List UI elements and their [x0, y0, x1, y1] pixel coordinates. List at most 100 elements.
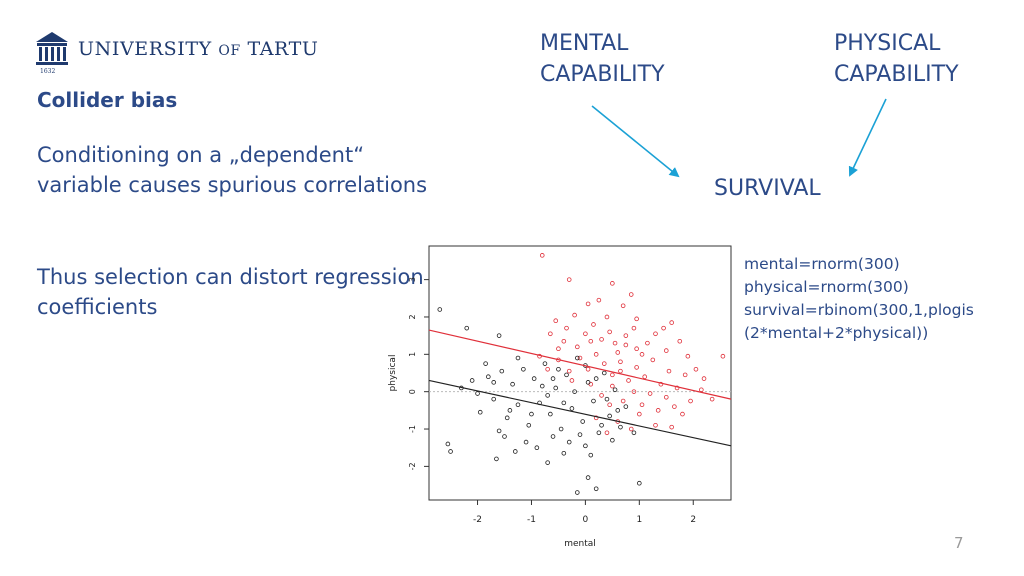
scatter-point	[596, 430, 602, 436]
university-name-end: TARTU	[247, 38, 319, 60]
scatter-point	[491, 396, 497, 402]
scatter-plot-svg: -2 -1 0 1 2 -2 -1 0 1 2 3 mental physical	[388, 245, 732, 549]
code-line: survival=rbinom(300,1,plogis	[744, 301, 974, 319]
scatter-point	[529, 411, 534, 417]
scatter-point	[545, 460, 550, 465]
scatter-point	[612, 340, 618, 346]
scatter-point	[580, 419, 585, 424]
scatter-point	[496, 428, 502, 434]
scatter-point	[674, 385, 680, 391]
scatter-point	[610, 281, 615, 286]
r-code-block: mental=rnorm(300) physical=rnorm(300) surv…	[744, 253, 974, 345]
scatter-point	[593, 376, 599, 381]
scatter-point	[464, 325, 470, 331]
body-point-conditioning: Conditioning on a „dependent“ variable c…	[37, 143, 428, 197]
scatter-point	[663, 348, 669, 353]
y-tick-label: 3	[408, 277, 417, 282]
scatter-point	[631, 325, 637, 331]
scatter-point	[653, 422, 658, 428]
scatter-point	[588, 452, 594, 458]
scatter-point	[669, 424, 674, 430]
scatter-point	[701, 376, 707, 381]
y-axis-label: physical	[388, 355, 398, 392]
scatter-point	[550, 376, 556, 381]
scatter-point	[682, 372, 688, 378]
scatter-point	[642, 374, 648, 380]
scatter-point	[620, 303, 626, 309]
scatter-point	[610, 383, 615, 389]
scatter-point	[588, 338, 594, 344]
scatter-point	[591, 398, 596, 404]
scatter-point	[561, 338, 567, 344]
scatter-point	[526, 422, 532, 428]
scatter-point	[477, 409, 483, 415]
scatter-point	[631, 389, 637, 394]
scatter-point	[507, 408, 513, 413]
y-tick-label: 0	[408, 389, 417, 394]
regression-line	[428, 329, 732, 400]
scatter-point	[634, 346, 639, 352]
scatter-point	[685, 353, 691, 359]
scatter-point	[615, 408, 621, 413]
scatter-point	[672, 404, 677, 409]
scatter-point	[607, 329, 612, 335]
y-tick-label: -1	[408, 425, 417, 433]
scatter-point	[575, 344, 580, 350]
x-axis-label: mental	[564, 539, 596, 549]
scatter-point	[585, 301, 591, 307]
scatter-point	[588, 381, 594, 387]
scatter-point	[620, 398, 626, 404]
scatter-point	[585, 366, 591, 372]
scatter-point	[666, 368, 672, 374]
scatter-point	[599, 393, 604, 398]
scatter-point	[593, 352, 599, 357]
scatter-point	[631, 430, 637, 436]
scatter-point	[548, 331, 553, 337]
x-tick-label: 1	[636, 515, 642, 525]
x-tick-label: 2	[690, 515, 696, 525]
scatter-point	[515, 355, 521, 361]
scatter-point	[610, 437, 615, 443]
scatter-point	[693, 366, 699, 372]
scatter-point	[601, 361, 607, 366]
diagram-label-survival: SURVIVAL	[714, 176, 821, 201]
scatter-point	[548, 411, 553, 417]
university-name-of: OF	[218, 43, 241, 59]
scatter-point	[645, 340, 650, 346]
scatter-point	[618, 368, 623, 374]
scatter-point	[709, 396, 715, 402]
scatter-point	[564, 372, 569, 378]
scatter-point	[720, 353, 726, 359]
scatter-point	[626, 378, 631, 383]
scatter-point	[515, 402, 521, 408]
scatter-point	[545, 393, 550, 398]
diagram-label-physical: PHYSICAL CAPABILITY	[834, 31, 959, 87]
scatter-point	[553, 385, 559, 391]
scatter-point	[607, 413, 612, 419]
scatter-point	[650, 357, 656, 363]
scatter-point	[437, 307, 443, 312]
scatter-point	[604, 396, 610, 402]
scatter-point	[572, 389, 577, 394]
scatter-point	[680, 411, 685, 417]
university-name-main: UNIVERSITY	[78, 38, 212, 60]
scatter-point	[596, 297, 602, 303]
scatter-point	[618, 359, 623, 365]
scatter-point	[510, 381, 515, 387]
scatter-point	[566, 368, 572, 374]
scatter-point	[556, 346, 561, 352]
scatter-point	[561, 451, 567, 456]
scatter-point	[496, 333, 502, 338]
x-tick-label: 0	[583, 515, 589, 525]
scatter-point	[637, 411, 642, 417]
scatter-point	[604, 430, 610, 436]
scatter-point	[499, 368, 505, 374]
scatter-point	[615, 350, 621, 355]
scatter-point	[653, 331, 658, 337]
scatter-point	[677, 338, 683, 344]
scatter-point	[699, 387, 704, 393]
code-line: (2*mental+2*physical))	[744, 324, 929, 342]
diagram-label-mental: MENTAL CAPABILITY	[540, 31, 665, 87]
scatter-point	[566, 439, 572, 445]
scatter-point	[561, 400, 567, 406]
